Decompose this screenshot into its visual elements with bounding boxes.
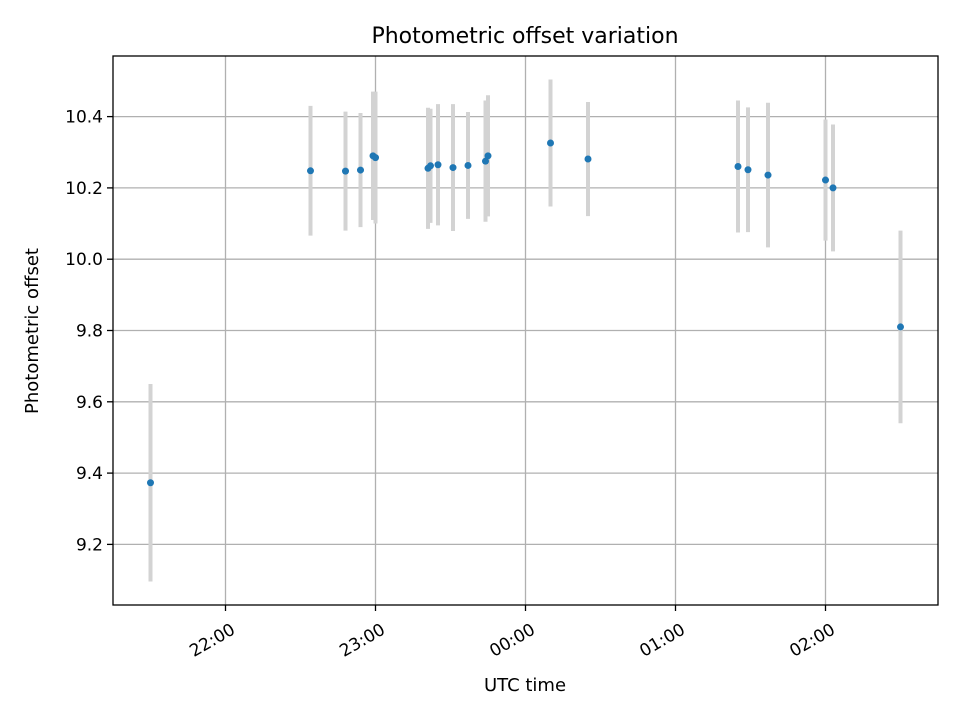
data-point [147,479,154,487]
data-point [357,166,364,174]
data-point [547,139,554,147]
x-axis-label: UTC time [484,675,566,696]
y-tick-label: 10.4 [65,108,103,128]
grid [113,56,938,605]
data-point [342,167,349,175]
data-point [734,163,742,171]
y-tick-label: 10.2 [65,179,103,199]
x-tick-label: 02:00 [786,620,838,662]
data-point [434,161,442,169]
y-tick-label: 9.8 [76,322,103,342]
data-point [372,154,379,162]
data-point [427,162,434,170]
x-tick-label: 00:00 [486,620,538,662]
y-tick-label: 10.0 [65,250,103,270]
x-tick-label: 23:00 [336,620,388,662]
chart-title: Photometric offset variation [371,24,678,49]
data-point [464,161,472,169]
y-tick-label: 9.6 [76,393,103,413]
data-point [764,171,772,179]
data-point [449,164,457,172]
data-point [584,155,592,163]
y-tick-label: 9.2 [76,535,103,555]
data-points [147,139,904,487]
data-point [484,152,492,160]
data-point [822,176,829,184]
data-point [744,166,752,174]
data-point [307,167,314,175]
data-point [829,184,837,192]
y-axis-label: Photometric offset [22,248,43,414]
data-point [482,157,489,165]
data-point [897,323,904,331]
x-tick-label: 22:00 [186,620,238,662]
y-tick-label: 9.4 [76,464,103,484]
x-tick-label: 01:00 [636,620,688,662]
